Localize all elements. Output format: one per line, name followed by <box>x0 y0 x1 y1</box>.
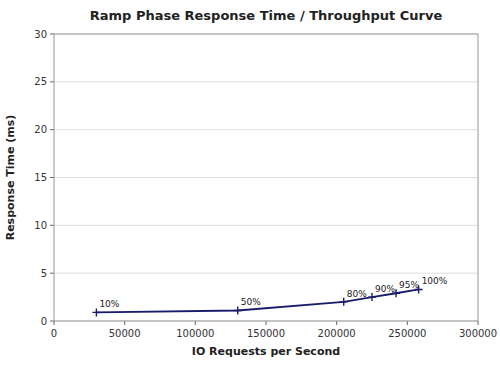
chart: 0 5 10 15 20 25 30 0 50000 100000 150000 200000 2500… <box>0 0 500 365</box>
series <box>92 285 422 316</box>
tick-mark <box>478 321 479 325</box>
tick-mark <box>407 321 408 325</box>
annotation: 95% <box>399 280 419 290</box>
grid-line <box>54 273 478 274</box>
tick-mark <box>50 321 54 322</box>
grid-line <box>54 177 478 178</box>
tick-mark <box>54 321 55 325</box>
tick-label: 15 <box>34 172 47 183</box>
line <box>96 289 418 312</box>
grid-line <box>54 129 478 130</box>
tick-mark <box>50 177 54 178</box>
tick-mark <box>124 321 125 325</box>
annotation: 80% <box>347 289 367 299</box>
tick-label: 0 <box>51 328 57 339</box>
grid-line <box>54 225 478 226</box>
plot-frame <box>54 34 478 321</box>
tick-label: 25 <box>34 76 47 87</box>
tick-label: 10 <box>34 220 47 231</box>
tick-label: 0 <box>41 316 47 327</box>
tick-label: 20 <box>34 124 47 135</box>
title: Ramp Phase Response Time / Throughput Cu… <box>90 8 443 23</box>
tick-label: 30 <box>34 29 47 40</box>
tick-label: 50000 <box>109 328 141 339</box>
annotation: 50% <box>241 297 261 307</box>
tick-label: 200000 <box>318 328 356 339</box>
tick-mark <box>266 321 267 325</box>
marker <box>234 306 242 314</box>
tick-mark <box>50 273 54 274</box>
annotation: 90% <box>375 284 395 294</box>
tick-mark <box>50 225 54 226</box>
marker <box>368 293 376 301</box>
tick-mark <box>50 81 54 82</box>
grid-line <box>54 81 478 82</box>
x-axis-label: IO Requests per Second <box>192 345 340 358</box>
tick-label: 300000 <box>459 328 497 339</box>
tick-label: 100000 <box>176 328 214 339</box>
marker <box>340 298 348 306</box>
plot-area <box>54 34 478 321</box>
tick-label: 250000 <box>388 328 426 339</box>
y-axis-label: Response Time (ms) <box>4 115 17 241</box>
tick-label: 5 <box>41 268 47 279</box>
tick-label: 150000 <box>247 328 285 339</box>
tick-mark <box>50 34 54 35</box>
tick-mark <box>50 129 54 130</box>
annotation: 10% <box>99 299 119 309</box>
annotation: 100% <box>422 276 448 286</box>
marker <box>92 308 100 316</box>
tick-mark <box>195 321 196 325</box>
tick-mark <box>336 321 337 325</box>
